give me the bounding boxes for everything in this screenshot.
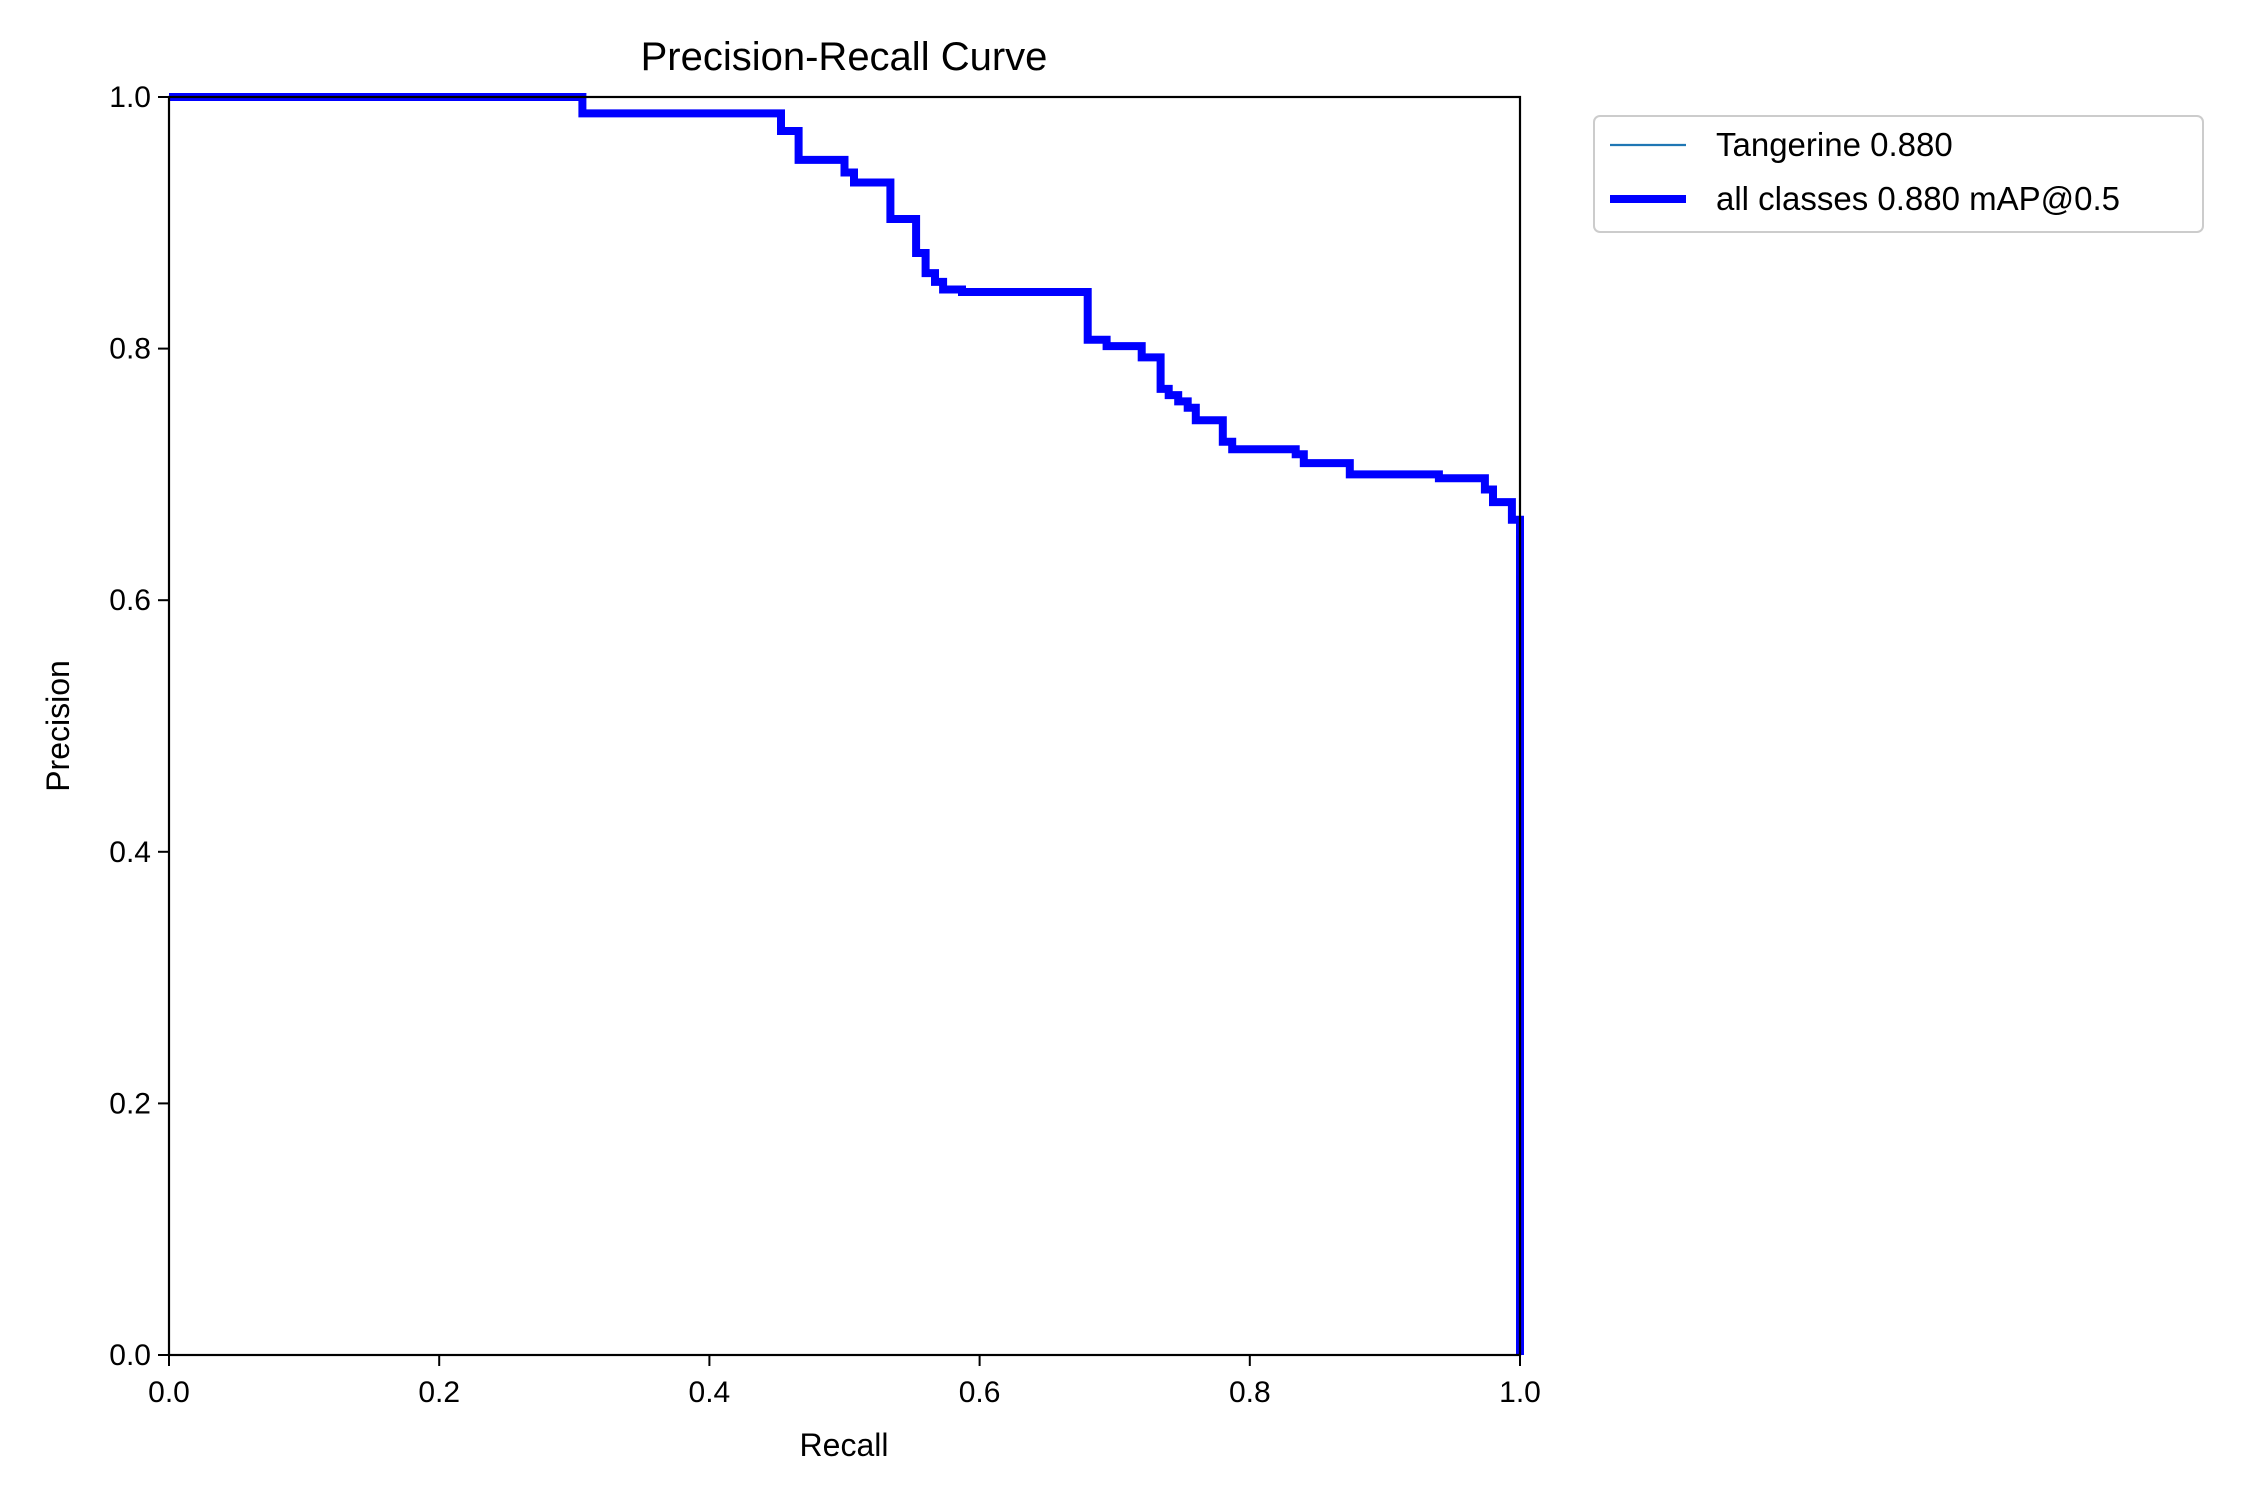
legend-label-tangerine: Tangerine 0.880 — [1716, 126, 1953, 163]
x-axis: 0.0 0.2 0.4 0.6 0.8 1.0 — [148, 1355, 1541, 1409]
x-axis-title: Recall — [800, 1427, 889, 1463]
x-tick-label: 0.6 — [959, 1376, 1001, 1409]
series-line-1 — [169, 93, 1524, 1355]
legend-frame — [1593, 115, 2204, 233]
y-tick-label: 0.6 — [109, 584, 151, 617]
x-tick-label: 0.8 — [1229, 1376, 1271, 1409]
y-axis: 0.0 0.2 0.4 0.6 0.8 1.0 — [109, 81, 169, 1372]
x-tick-label: 1.0 — [1499, 1376, 1541, 1409]
plot-area — [167, 93, 1524, 1357]
y-tick-label: 0.8 — [109, 333, 151, 366]
series-layer — [169, 93, 1524, 1355]
chart-title: Precision-Recall Curve — [641, 35, 1048, 79]
axes-frame — [167, 95, 1522, 1357]
y-axis-title: Precision — [40, 660, 76, 792]
legend: Tangerine 0.880 all classes 0.880 mAP@0.… — [1593, 115, 2204, 233]
y-tick-label: 0.4 — [109, 836, 151, 869]
x-tick-label: 0.2 — [418, 1376, 460, 1409]
y-tick-label: 1.0 — [109, 81, 151, 114]
y-tick-label: 0.0 — [109, 1339, 151, 1372]
x-tick-label: 0.0 — [148, 1376, 190, 1409]
y-tick-label: 0.2 — [109, 1087, 151, 1120]
legend-label-all-classes: all classes 0.880 mAP@0.5 — [1716, 180, 2120, 217]
x-tick-label: 0.4 — [689, 1376, 731, 1409]
